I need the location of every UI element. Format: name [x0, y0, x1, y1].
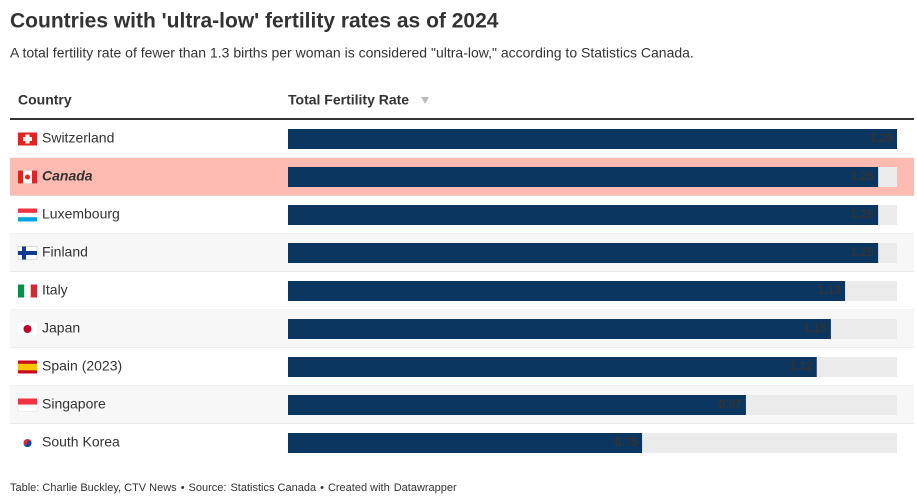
- bar: [288, 319, 831, 339]
- value-label: 0.75: [615, 435, 639, 449]
- flag: [18, 212, 37, 218]
- category-label: Japan: [42, 320, 80, 336]
- bar: [288, 357, 817, 377]
- flag: [25, 174, 30, 180]
- footer-text: Source:: [189, 482, 227, 494]
- footer-text: •: [181, 482, 185, 494]
- bar: [288, 243, 879, 263]
- footer-text: Created with: [328, 482, 390, 494]
- bar: [288, 433, 643, 453]
- chart-title: Countries with 'ultra-low' fertility rat…: [10, 10, 499, 33]
- flag: [23, 325, 32, 333]
- column-header: Total Fertility Rate: [288, 92, 409, 108]
- footer-text: Statistics Canada: [230, 482, 316, 494]
- bar: [288, 129, 897, 149]
- category-label: Switzerland: [42, 130, 114, 146]
- flag: [23, 441, 32, 447]
- footer-text: Datawrapper: [394, 482, 457, 494]
- bar: [288, 167, 879, 187]
- footer-text: Table: Charlie Buckley, CTV News: [10, 482, 177, 494]
- sort-indicator: [421, 97, 429, 104]
- category-label: South Korea: [42, 434, 120, 450]
- footer: Table: Charlie Buckley, CTV News • Source:…: [10, 482, 457, 494]
- flag: [22, 246, 26, 260]
- category-label: Canada: [42, 168, 93, 184]
- category-label: Luxembourg: [42, 206, 120, 222]
- rows: Switzerland 1.29 Canada 1.25 Luxembourg 1.25 F…: [10, 120, 914, 462]
- bar: [288, 281, 846, 301]
- flag: [18, 217, 37, 222]
- flag: [18, 208, 37, 213]
- category-label: Finland: [42, 244, 88, 260]
- flag: [18, 170, 23, 184]
- bar: [288, 395, 746, 415]
- flag: [18, 363, 37, 371]
- value-label: 1.25: [851, 207, 875, 221]
- column-header: Country: [18, 92, 72, 108]
- value-label: 1.29: [870, 131, 894, 145]
- value-label: 1.12: [789, 359, 813, 373]
- category-label: Singapore: [42, 396, 106, 412]
- flag: [18, 284, 25, 298]
- flag: [32, 170, 37, 184]
- flag: [24, 284, 31, 298]
- footer-text: •: [320, 482, 324, 494]
- flag: [30, 284, 37, 298]
- flag: [18, 251, 37, 255]
- flag: [23, 137, 32, 141]
- flag: [18, 398, 37, 405]
- value-label: 0.97: [719, 397, 743, 411]
- value-label: 1.15: [804, 321, 828, 335]
- value-label: 1.25: [851, 245, 875, 259]
- category-label: Italy: [42, 282, 68, 298]
- bar: [288, 205, 879, 225]
- value-label: 1.25: [851, 169, 875, 183]
- value-label: 1.18: [818, 283, 842, 297]
- category-label: Spain (2023): [42, 358, 122, 374]
- flag: [17, 404, 38, 412]
- chart-subtitle: A total fertility rate of fewer than 1.3…: [10, 45, 694, 61]
